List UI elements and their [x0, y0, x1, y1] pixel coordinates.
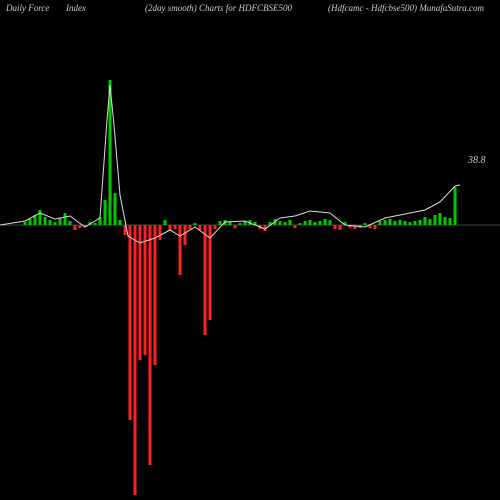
- header-title-2: Index: [66, 3, 86, 13]
- header-title-3: (2day smooth) Charts for HDFCBSE500: [145, 3, 292, 13]
- chart-container: Daily Force Index (2day smooth) Charts f…: [0, 0, 500, 500]
- header-title-4: (Hdfcamc - Hdfcbse500) MunafaSutra.com: [328, 3, 484, 13]
- header-title-1: Daily Force: [6, 3, 49, 13]
- value-annotation: 38.8: [468, 155, 486, 166]
- force-index-chart: [0, 20, 500, 500]
- chart-area: [0, 20, 500, 500]
